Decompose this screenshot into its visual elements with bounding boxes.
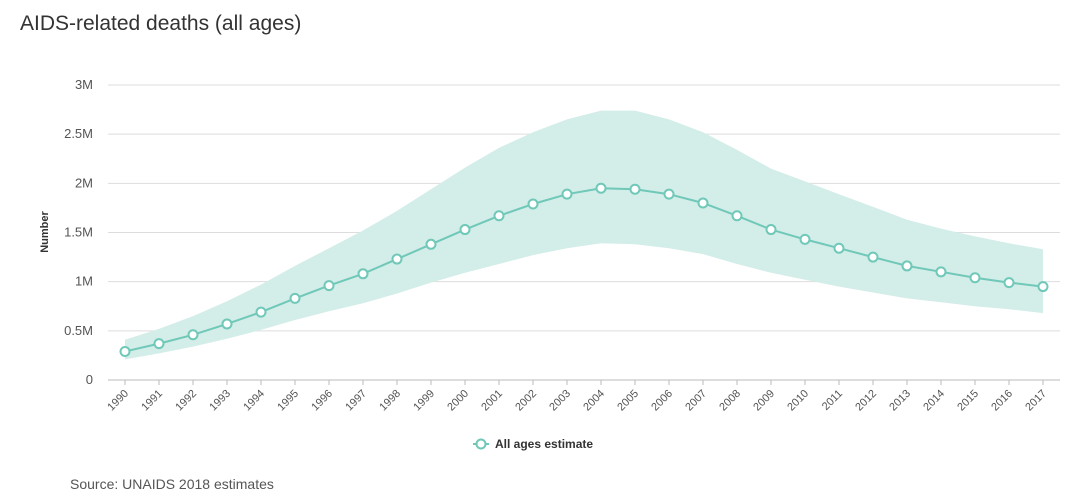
uncertainty-band-area bbox=[125, 110, 1043, 360]
data-point-2004 bbox=[595, 182, 607, 194]
y-tick-label: 1.5M bbox=[64, 225, 93, 240]
x-tick-label: 2000 bbox=[445, 388, 471, 414]
legend[interactable]: All ages estimate bbox=[473, 437, 593, 451]
data-point-2015 bbox=[969, 272, 981, 284]
data-point-2008 bbox=[731, 210, 743, 222]
data-point-2003 bbox=[561, 188, 573, 200]
x-axis-ticks: 1990 1991 1992 1993 1994 1995 1996 1997 1998 1999… bbox=[105, 380, 1049, 413]
x-tick-label: 2003 bbox=[547, 388, 573, 414]
data-point-1998 bbox=[391, 253, 403, 265]
x-tick-label: 1994 bbox=[241, 388, 267, 414]
series-line bbox=[124, 187, 1044, 353]
x-tick-label: 2005 bbox=[615, 388, 641, 414]
y-tick-label: 3M bbox=[75, 77, 93, 92]
y-tick-label: 1M bbox=[75, 274, 93, 289]
y-axis-label: Number bbox=[39, 211, 51, 253]
x-tick-label: 2004 bbox=[581, 388, 607, 414]
data-point-2006 bbox=[663, 188, 675, 200]
data-point-2001 bbox=[493, 210, 505, 222]
x-tick-label: 2013 bbox=[887, 388, 913, 414]
uncertainty-band bbox=[125, 110, 1043, 360]
data-point-2017 bbox=[1037, 281, 1049, 293]
x-tick-label: 2002 bbox=[513, 388, 539, 414]
y-tick-label: 0 bbox=[86, 372, 93, 387]
data-point-1991 bbox=[153, 338, 165, 350]
data-point-1996 bbox=[323, 280, 335, 292]
series-points bbox=[119, 182, 1049, 357]
data-point-2012 bbox=[867, 251, 879, 263]
data-point-1993 bbox=[221, 318, 233, 330]
legend-label: All ages estimate bbox=[495, 437, 593, 451]
x-tick-label: 1990 bbox=[105, 388, 131, 414]
x-tick-label: 2007 bbox=[683, 388, 709, 414]
x-tick-label: 1991 bbox=[139, 388, 165, 414]
x-tick-label: 2011 bbox=[820, 388, 845, 413]
chart-title: AIDS-related deaths (all ages) bbox=[20, 12, 302, 35]
x-tick-label: 1996 bbox=[309, 388, 335, 414]
series-line-path bbox=[124, 187, 1044, 353]
x-tick-label: 2006 bbox=[649, 388, 675, 414]
data-point-2010 bbox=[799, 233, 811, 245]
x-tick-label: 1992 bbox=[173, 388, 199, 414]
source-note: Source: UNAIDS 2018 estimates bbox=[70, 476, 274, 492]
x-tick-label: 1998 bbox=[377, 388, 403, 414]
legend-marker-icon bbox=[475, 438, 487, 450]
data-point-1990 bbox=[119, 345, 131, 357]
y-tick-label: 0.5M bbox=[64, 323, 93, 338]
y-tick-label: 2M bbox=[75, 175, 93, 190]
data-point-2014 bbox=[935, 266, 947, 278]
data-point-2011 bbox=[833, 242, 845, 254]
data-point-2002 bbox=[527, 198, 539, 210]
data-point-1994 bbox=[255, 306, 267, 318]
x-tick-label: 2014 bbox=[921, 388, 947, 414]
x-tick-label: 1995 bbox=[275, 388, 301, 414]
x-tick-label: 1993 bbox=[207, 388, 233, 414]
data-point-2016 bbox=[1003, 277, 1015, 289]
x-tick-label: 2016 bbox=[989, 388, 1015, 414]
data-point-2007 bbox=[697, 197, 709, 209]
data-point-1995 bbox=[289, 292, 301, 304]
x-tick-label: 1997 bbox=[343, 388, 369, 414]
y-axis-ticks: 0 0.5M 1M 1.5M 2M 2.5M 3M bbox=[64, 77, 93, 387]
x-tick-label: 2010 bbox=[785, 388, 811, 414]
data-point-2000 bbox=[459, 224, 471, 236]
data-point-2013 bbox=[901, 260, 913, 272]
x-tick-label: 2017 bbox=[1023, 388, 1049, 414]
y-tick-label: 2.5M bbox=[64, 126, 93, 141]
data-point-1999 bbox=[425, 238, 437, 250]
data-point-1992 bbox=[187, 329, 199, 341]
x-tick-label: 2001 bbox=[479, 388, 505, 414]
data-point-2005 bbox=[629, 183, 641, 195]
x-tick-label: 2015 bbox=[955, 388, 981, 414]
x-tick-label: 1999 bbox=[411, 388, 437, 414]
data-point-1997 bbox=[357, 268, 369, 280]
x-tick-label: 2009 bbox=[751, 388, 777, 414]
x-tick-label: 2012 bbox=[853, 388, 879, 414]
data-point-2009 bbox=[765, 224, 777, 236]
x-tick-label: 2008 bbox=[717, 388, 743, 414]
